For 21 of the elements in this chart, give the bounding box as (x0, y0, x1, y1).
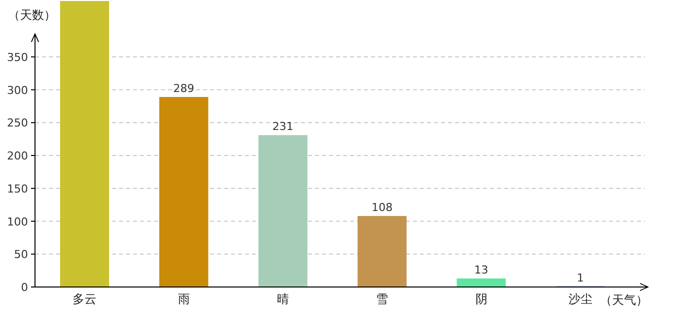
y-tick-label: 50 (14, 248, 28, 262)
data-label: 13 (474, 263, 488, 276)
data-label: 231 (272, 120, 294, 134)
data-label: 1 (576, 271, 584, 284)
y-tick-label: 250 (7, 116, 28, 130)
y-tick-label: 150 (7, 182, 28, 196)
y-tick-label: 100 (7, 215, 28, 228)
x-axis-title: （天气） (600, 293, 648, 307)
y-tick-label: 300 (7, 84, 28, 97)
x-tick-label: 沙尘 (568, 292, 592, 306)
y-tick-label: 350 (7, 50, 28, 64)
x-tick-label: 晴 (276, 292, 289, 306)
x-tick-label: 阴 (475, 292, 488, 306)
data-label: 108 (372, 200, 393, 214)
y-tick-label: 200 (7, 150, 28, 163)
data-label: 289 (173, 82, 194, 95)
x-tick-label: 多云 (72, 292, 97, 306)
y-axis-title: （天数） (8, 8, 56, 22)
y-tick-label: 0 (21, 281, 28, 294)
x-tick-label: 雨 (178, 292, 190, 306)
x-tick-label: 雪 (376, 292, 388, 306)
